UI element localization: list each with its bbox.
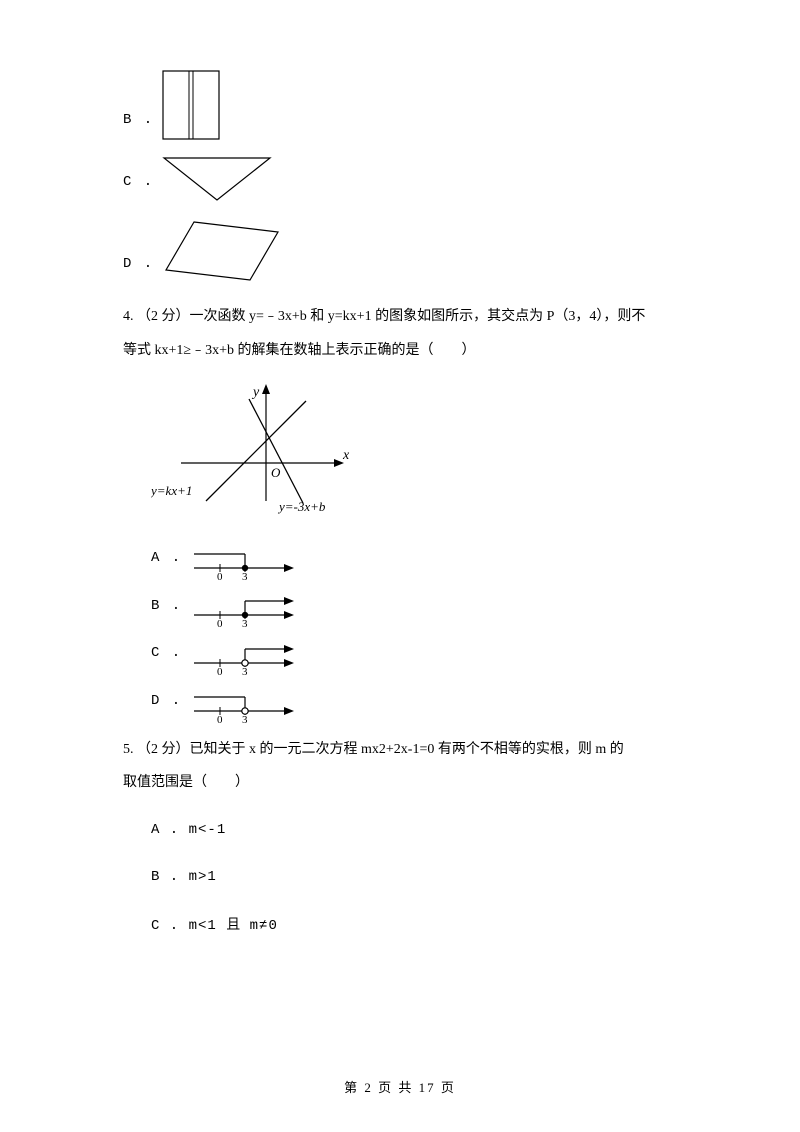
q4-nl-a: 0 3	[190, 546, 300, 580]
svg-text:3: 3	[242, 618, 248, 627]
q5-a-text: m<-1	[189, 822, 227, 838]
q5-b-text: m>1	[189, 869, 217, 885]
q5-c-text2: 且	[226, 918, 240, 933]
q3-shape-d	[162, 218, 282, 284]
q4-points: （2 分）	[137, 309, 190, 324]
q5-line2: 取值范围是（ ）	[123, 775, 249, 790]
q5-option-a: A . m<-1	[95, 814, 705, 848]
svg-text:3: 3	[242, 571, 248, 580]
q4-line1: 一次函数 y=﹣3x+b 和 y=kx+1 的图象如图所示，其交点为 P（3，4…	[190, 309, 646, 324]
q4-line1-label: y=kx+1	[151, 483, 192, 498]
page-content: B . C . D . 4. （2 分）一次函数 y=﹣3x+b 和 y=kx+…	[0, 0, 800, 998]
q4-option-d-label: D .	[151, 685, 182, 723]
q4-graph-svg: y x O y=kx+1 y=-3x+b	[151, 381, 351, 526]
svg-text:0: 0	[217, 714, 223, 723]
q3-shape-c	[162, 156, 272, 202]
q4-option-a: A . 0 3	[95, 542, 705, 580]
q4-nl-c: 0 3	[190, 641, 300, 675]
q3-option-d-label: D .	[123, 248, 154, 284]
q5-points: （2 分）	[137, 742, 190, 757]
q4-option-d: D . 0 3	[95, 685, 705, 723]
q4-line2: 等式 kx+1≥﹣3x+b 的解集在数轴上表示正确的是（ ）	[123, 343, 475, 358]
q3-option-d: D .	[95, 218, 705, 284]
q5-a-label: A .	[151, 822, 179, 838]
q5-text: 5. （2 分）已知关于 x 的一元二次方程 mx2+2x-1=0 有两个不相等…	[95, 733, 705, 800]
q4-option-c-label: C .	[151, 637, 182, 675]
q5-line1: 已知关于 x 的一元二次方程 mx2+2x-1=0 有两个不相等的实根，则 m …	[190, 742, 624, 757]
q4-nl-b: 0 3	[190, 593, 300, 627]
q5-c-text1: m<1	[189, 918, 227, 934]
svg-text:3: 3	[242, 714, 248, 723]
svg-text:0: 0	[217, 618, 223, 627]
svg-text:0: 0	[217, 571, 223, 580]
q5-option-c: C . m<1 且 m≠0	[95, 909, 705, 944]
q4-number: 4.	[123, 309, 134, 324]
q5-c-label: C .	[151, 918, 179, 934]
q4-line2-label: y=-3x+b	[277, 499, 326, 514]
q4-text: 4. （2 分）一次函数 y=﹣3x+b 和 y=kx+1 的图象如图所示，其交…	[95, 300, 705, 367]
q5-c-text3: m≠0	[240, 918, 278, 934]
page-footer: 第 2 页 共 17 页	[0, 1077, 800, 1096]
q4-option-a-label: A .	[151, 542, 182, 580]
q4-option-b: B . 0 3	[95, 590, 705, 628]
q4-x-axis-label: x	[342, 448, 350, 463]
q3-option-c-label: C .	[123, 166, 154, 202]
footer-text: 第 2 页 共 17 页	[344, 1080, 456, 1095]
q4-origin-label: O	[271, 465, 281, 480]
q4-option-c: C . 0 3	[95, 637, 705, 675]
svg-text:0: 0	[217, 666, 223, 675]
q4-option-b-label: B .	[151, 590, 182, 628]
svg-text:3: 3	[242, 666, 248, 675]
q3-shape-b	[162, 70, 220, 140]
q3-option-b-label: B .	[123, 104, 154, 140]
q5-number: 5.	[123, 742, 134, 757]
q4-nl-d: 0 3	[190, 689, 300, 723]
q4-y-axis-label: y	[251, 385, 260, 400]
q5-b-label: B .	[151, 869, 179, 885]
q3-option-c: C .	[95, 156, 705, 202]
q3-option-b: B .	[95, 70, 705, 140]
q4-graph: y x O y=kx+1 y=-3x+b	[95, 381, 705, 526]
q5-option-b: B . m>1	[95, 861, 705, 895]
